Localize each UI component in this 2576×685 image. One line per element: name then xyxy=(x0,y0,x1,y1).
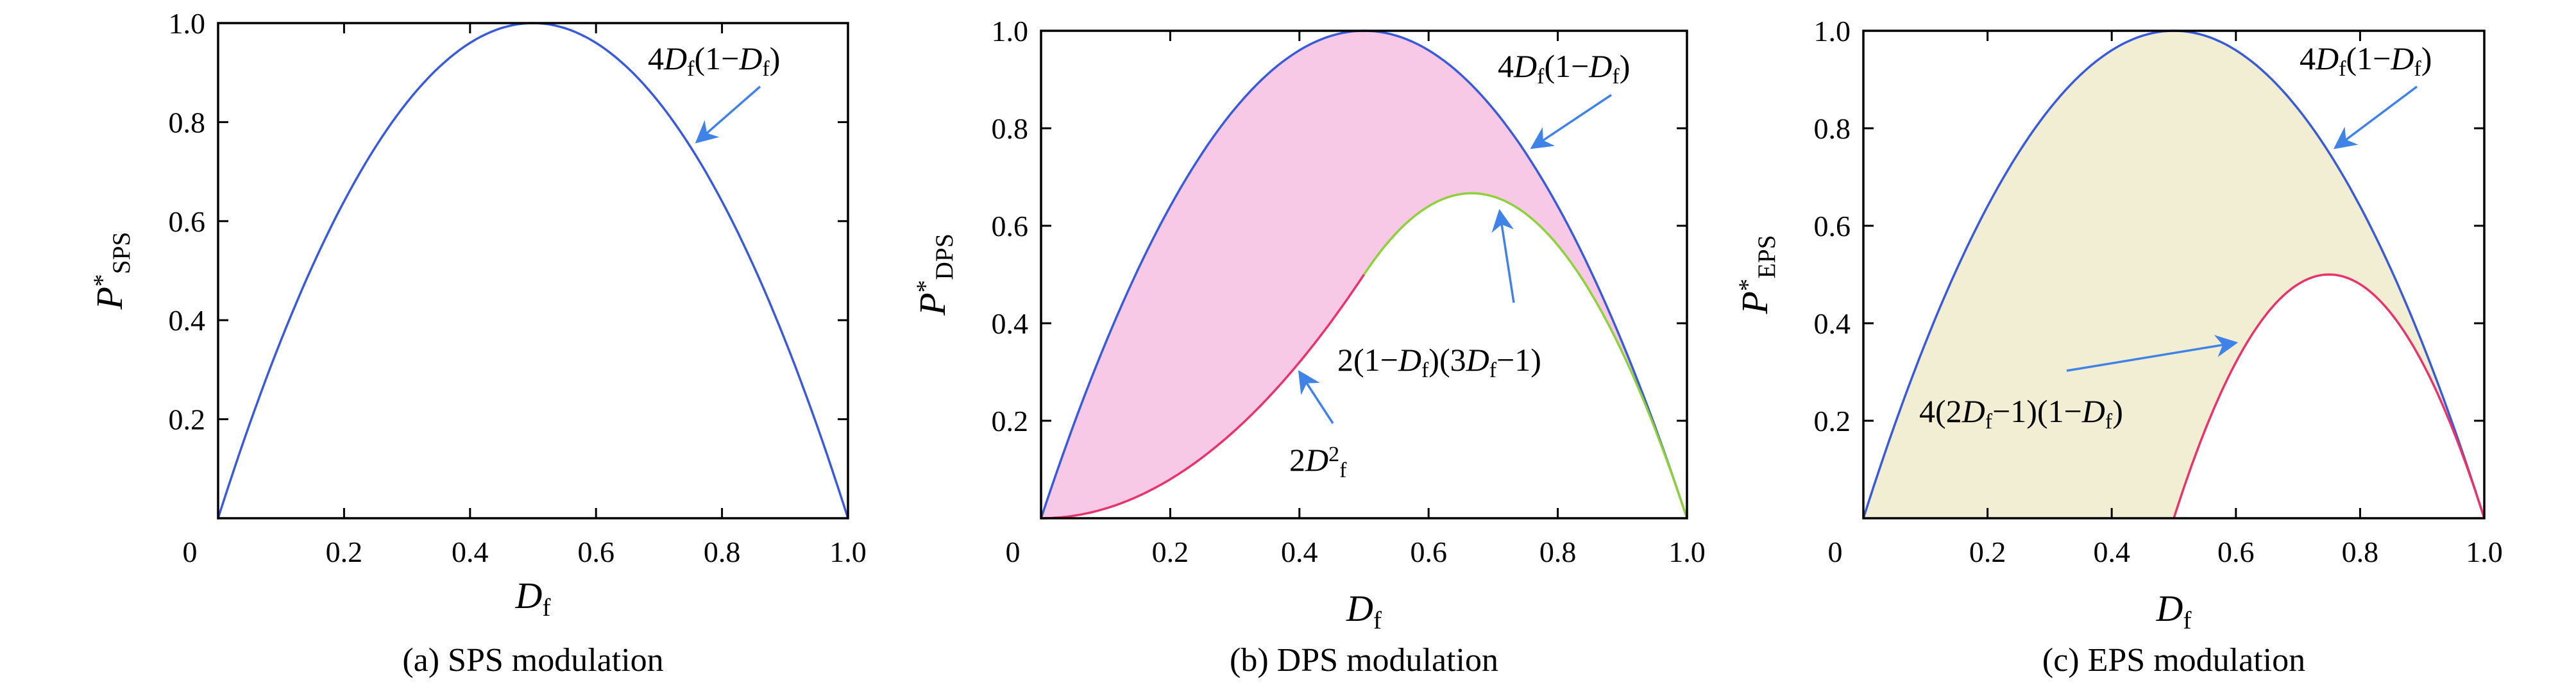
x-tick-label: 0.8 xyxy=(704,536,741,568)
x-tick-label: 0.4 xyxy=(452,536,489,568)
x-tick-label: 1.0 xyxy=(829,536,867,568)
x-tick-label: 0.6 xyxy=(1410,536,1447,568)
y-tick-label: 0.4 xyxy=(1814,307,1851,340)
annotation-arrow xyxy=(2333,85,2418,149)
y-tick-label: 0.8 xyxy=(1814,112,1851,145)
annotation-arrow xyxy=(1491,208,1515,303)
x-tick-label: 0.2 xyxy=(1969,536,2006,568)
x-tick-label: 0.6 xyxy=(577,536,614,568)
x-tick-label: 0 xyxy=(183,536,198,568)
curve-annotation: 4Df(1−Df) xyxy=(2300,40,2432,81)
annotation-arrow xyxy=(1530,94,1612,149)
y-tick-label: 0.8 xyxy=(992,112,1029,145)
panel-caption: (c) EPS modulation xyxy=(2042,642,2305,679)
curve-annotation: 4Df(1−Df) xyxy=(1498,48,1630,89)
x-axis-label: Df xyxy=(2155,588,2192,634)
y-axis-label: P*EPS xyxy=(1733,235,1781,314)
x-tick-label: 0.2 xyxy=(1152,536,1189,568)
chart-panel-1: 0 0.2 0.4 0.6 0.8 1.0 0.2 0.4 0.6 0.8 1.0 Df P*SPS (a… xyxy=(88,7,866,679)
y-tick-label: 1.0 xyxy=(169,7,206,40)
annotation-arrow xyxy=(2066,335,2239,372)
y-tick-label: 0.4 xyxy=(169,304,206,337)
curve-annotation: 4Df(1−Df) xyxy=(648,40,780,81)
x-axis-label: Df xyxy=(514,575,551,622)
chart-panel-2: 0 0.2 0.4 0.6 0.8 1.0 0.2 0.4 0.6 0.8 1.0 Df P*DPS (b… xyxy=(911,15,1705,679)
curve-annotation: 2D2f xyxy=(1289,442,1347,482)
y-tick-label: 0.2 xyxy=(1814,405,1851,437)
y-tick-label: 1.0 xyxy=(1814,15,1851,47)
x-tick-label: 0.4 xyxy=(1281,536,1318,568)
y-tick-label: 0.8 xyxy=(169,106,206,139)
y-tick-label: 0.2 xyxy=(169,403,206,436)
y-tick-label: 0.6 xyxy=(1814,210,1851,242)
x-axis-label: Df xyxy=(1346,588,1382,634)
annotation-arrow xyxy=(695,85,761,144)
x-tick-label: 0.4 xyxy=(2093,536,2130,568)
plot-frame xyxy=(1862,30,2486,520)
y-axis-label: P*SPS xyxy=(88,232,135,310)
curve-annotation: 2(1−Df)(3Df−1) xyxy=(1337,342,1541,382)
curve-annotation: 4(2Df−1)(1−Df) xyxy=(1919,393,2123,434)
chart-panel-3: 0 0.2 0.4 0.6 0.8 1.0 0.2 0.4 0.6 0.8 1.0 Df P*EPS (c… xyxy=(1733,15,2502,679)
x-tick-label: 1.0 xyxy=(1668,536,1706,568)
series-line-2 xyxy=(1041,274,1365,520)
y-tick-label: 0.6 xyxy=(992,210,1029,242)
x-tick-label: 0.6 xyxy=(2217,536,2255,568)
series-line-1 xyxy=(217,22,849,519)
x-tick-label: 1.0 xyxy=(2466,536,2503,568)
plot-frame xyxy=(217,22,849,520)
series-line-2 xyxy=(2173,273,2486,519)
y-tick-label: 0.4 xyxy=(992,307,1029,340)
x-tick-label: 0.8 xyxy=(2342,536,2379,568)
plot-frame xyxy=(1040,30,1688,520)
series-line-3 xyxy=(1363,192,1688,519)
x-tick-label: 0 xyxy=(1006,536,1021,568)
y-tick-label: 1.0 xyxy=(992,15,1029,47)
x-tick-label: 0.8 xyxy=(1539,536,1577,568)
x-tick-label: 0 xyxy=(1828,536,1843,568)
panel-caption: (a) SPS modulation xyxy=(402,642,663,679)
x-tick-label: 0.2 xyxy=(326,536,363,568)
panel-caption: (b) DPS modulation xyxy=(1230,642,1498,679)
y-tick-label: 0.2 xyxy=(992,405,1029,437)
shaded-region xyxy=(1863,31,2484,518)
y-tick-label: 0.6 xyxy=(169,205,206,238)
annotation-arrow xyxy=(1298,370,1334,424)
y-axis-label: P*DPS xyxy=(911,233,958,316)
